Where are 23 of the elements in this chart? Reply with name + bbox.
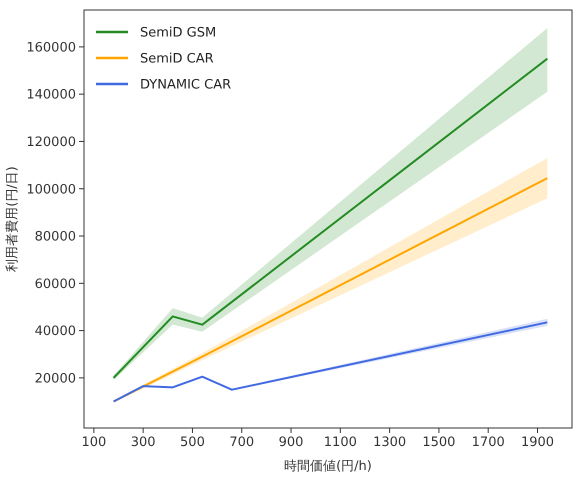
y-tick-label: 120000: [26, 135, 76, 150]
x-tick-label: 300: [130, 435, 156, 450]
y-axis-title: 利用者費用(円/日): [5, 166, 20, 272]
x-axis-title: 時間価値(円/h): [284, 459, 372, 474]
x-tick-label: 700: [229, 435, 254, 450]
legend-label: DYNAMIC CAR: [140, 78, 232, 93]
x-tick-label: 500: [180, 435, 205, 450]
x-tick-label: 1100: [324, 435, 357, 450]
x-tick-label: 1300: [373, 435, 406, 450]
y-tick-label: 20000: [34, 371, 76, 386]
y-tick-label: 100000: [26, 182, 76, 198]
legend-label: SemiD CAR: [140, 52, 214, 67]
y-tick-label: 40000: [34, 324, 76, 340]
x-tick-label: 1900: [520, 435, 554, 450]
y-tick-label: 80000: [34, 230, 76, 245]
y-tick-label: 140000: [26, 88, 76, 103]
y-tick-label: 60000: [34, 276, 76, 292]
x-tick-label: 1700: [472, 435, 505, 450]
x-tick-label: 1500: [422, 435, 456, 450]
x-tick-label: 100: [81, 435, 106, 450]
legend-label: SemiD GSM: [140, 26, 216, 41]
x-tick-label: 900: [278, 435, 304, 450]
y-tick-label: 160000: [26, 40, 76, 56]
